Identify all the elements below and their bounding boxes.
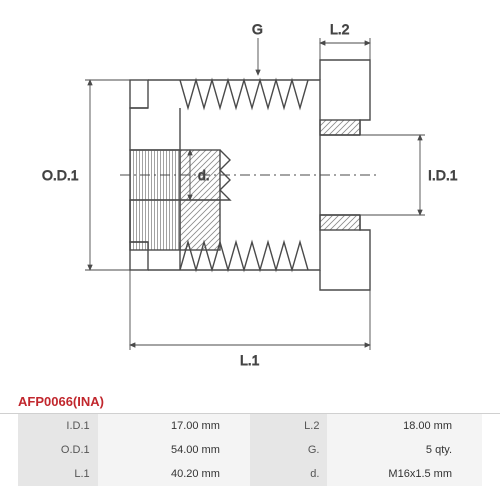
spec-key: G. (250, 438, 328, 462)
spec-table: I.D.1 17.00 mm L.2 18.00 mm O.D.1 54.00 … (18, 414, 482, 486)
spec-key: L.1 (18, 462, 98, 486)
spec-val: 54.00 mm (98, 438, 250, 462)
table-row: O.D.1 54.00 mm G. 5 qty. (18, 438, 482, 462)
spec-val: 17.00 mm (98, 414, 250, 438)
part-code: AFP0066(INA) (0, 388, 500, 414)
spec-val: M16x1.5 mm (327, 462, 482, 486)
spec-val: 18.00 mm (327, 414, 482, 438)
spec-key: I.D.1 (18, 414, 98, 438)
spec-val: 5 qty. (327, 438, 482, 462)
spec-key: L.2 (250, 414, 328, 438)
table-row: I.D.1 17.00 mm L.2 18.00 mm (18, 414, 482, 438)
spec-val: 40.20 mm (98, 462, 250, 486)
label-id1: I.D.1 (428, 167, 458, 183)
label-g: G (252, 21, 263, 37)
label-od1: O.D.1 (42, 167, 79, 183)
technical-drawing: O.D.1 I.D.1 L.1 L.2 G d. (0, 0, 500, 388)
table-row: L.1 40.20 mm d. M16x1.5 mm (18, 462, 482, 486)
spec-key: d. (250, 462, 328, 486)
label-l2: L.2 (330, 21, 350, 37)
spec-key: O.D.1 (18, 438, 98, 462)
label-l1: L.1 (240, 352, 260, 368)
